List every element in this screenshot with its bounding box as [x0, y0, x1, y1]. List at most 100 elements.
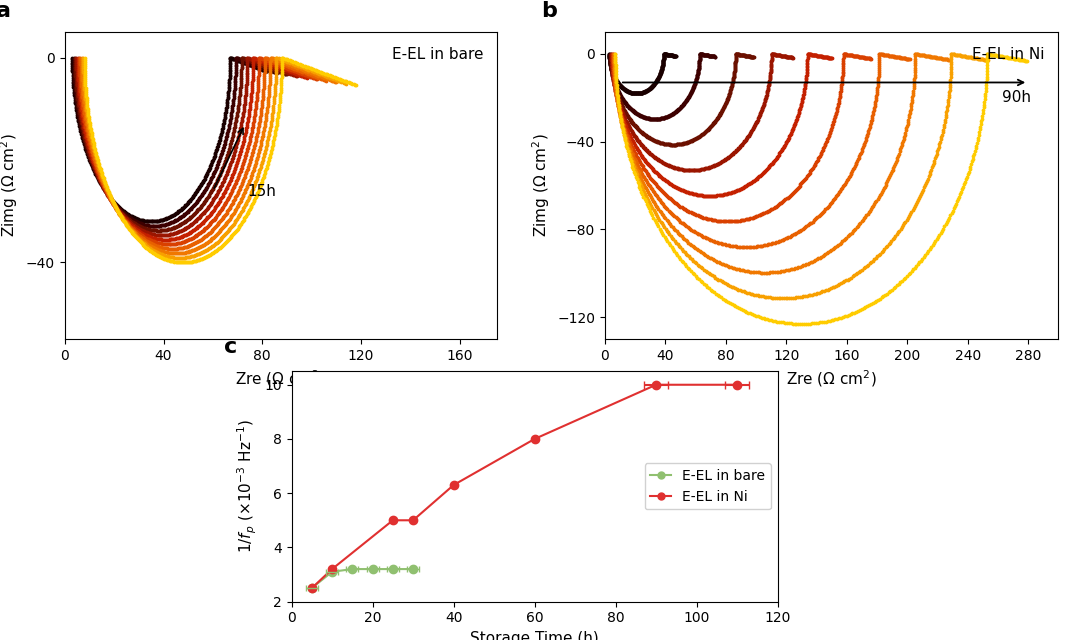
Point [607, 69, 624, 79]
Point [222, 136, 240, 147]
Point [235, 213, 253, 223]
Point [201, 189, 218, 200]
Point [738, 51, 755, 61]
Point [793, 178, 810, 188]
Point [253, 64, 270, 74]
Point [123, 223, 140, 233]
Point [65, 80, 82, 90]
Point [670, 214, 687, 225]
Point [606, 72, 623, 83]
Point [120, 214, 137, 225]
Point [89, 159, 106, 170]
Point [942, 74, 959, 84]
Point [111, 203, 129, 213]
Point [604, 51, 621, 61]
Point [723, 81, 740, 92]
Point [805, 163, 822, 173]
Point [212, 225, 229, 236]
Point [161, 212, 178, 222]
Point [666, 107, 684, 117]
Point [975, 102, 993, 113]
Point [72, 88, 90, 98]
Point [102, 194, 119, 204]
Point [816, 139, 834, 149]
Point [97, 188, 114, 198]
Point [779, 52, 796, 62]
Point [995, 52, 1012, 62]
Point [956, 179, 973, 189]
Point [761, 68, 779, 79]
Point [178, 215, 195, 225]
Point [192, 234, 210, 244]
Point [220, 225, 238, 236]
Point [116, 216, 133, 227]
Point [868, 252, 886, 262]
Point [759, 163, 777, 173]
Point [150, 238, 167, 248]
Point [733, 285, 751, 296]
Point [620, 120, 637, 131]
Point [287, 60, 305, 70]
Point [726, 64, 743, 74]
Point [244, 76, 261, 86]
Point [247, 157, 265, 168]
Point [181, 227, 199, 237]
Point [113, 211, 131, 221]
Point [913, 50, 930, 60]
Point [608, 76, 625, 86]
Point [91, 164, 108, 174]
Point [259, 99, 276, 109]
Point [208, 229, 226, 239]
Point [798, 291, 815, 301]
Point [73, 86, 91, 97]
Point [144, 221, 161, 231]
Point [179, 241, 197, 252]
Point [816, 249, 834, 259]
Point [273, 59, 291, 69]
Point [225, 184, 242, 194]
Point [608, 92, 625, 102]
Point [672, 184, 689, 194]
Point [265, 58, 282, 68]
Point [126, 225, 144, 236]
Point [687, 227, 704, 237]
Point [746, 119, 764, 129]
Point [205, 193, 222, 204]
Point [214, 145, 231, 155]
Point [693, 49, 711, 60]
Point [231, 85, 248, 95]
Point [859, 261, 876, 271]
Point [612, 112, 630, 122]
Point [233, 178, 251, 188]
Point [237, 58, 254, 68]
Point [801, 49, 819, 60]
Point [98, 188, 116, 198]
X-axis label: Storage Time (h): Storage Time (h) [470, 631, 599, 640]
Point [103, 195, 120, 205]
Point [268, 52, 285, 63]
Point [108, 203, 125, 213]
Point [192, 219, 210, 229]
Point [199, 237, 216, 248]
Point [211, 184, 228, 194]
Point [320, 72, 337, 82]
Point [837, 49, 854, 60]
Point [690, 164, 707, 175]
Point [634, 127, 651, 138]
Point [153, 215, 171, 225]
Point [691, 131, 708, 141]
Point [637, 86, 654, 96]
Point [613, 82, 631, 92]
Point [645, 114, 662, 124]
Point [681, 136, 699, 147]
Point [192, 248, 210, 259]
Point [96, 180, 113, 191]
Point [238, 79, 255, 89]
Point [993, 51, 1010, 61]
Point [321, 74, 338, 84]
Point [602, 55, 619, 65]
Point [243, 81, 260, 92]
Point [256, 65, 273, 76]
Point [670, 200, 687, 210]
Point [808, 157, 825, 168]
